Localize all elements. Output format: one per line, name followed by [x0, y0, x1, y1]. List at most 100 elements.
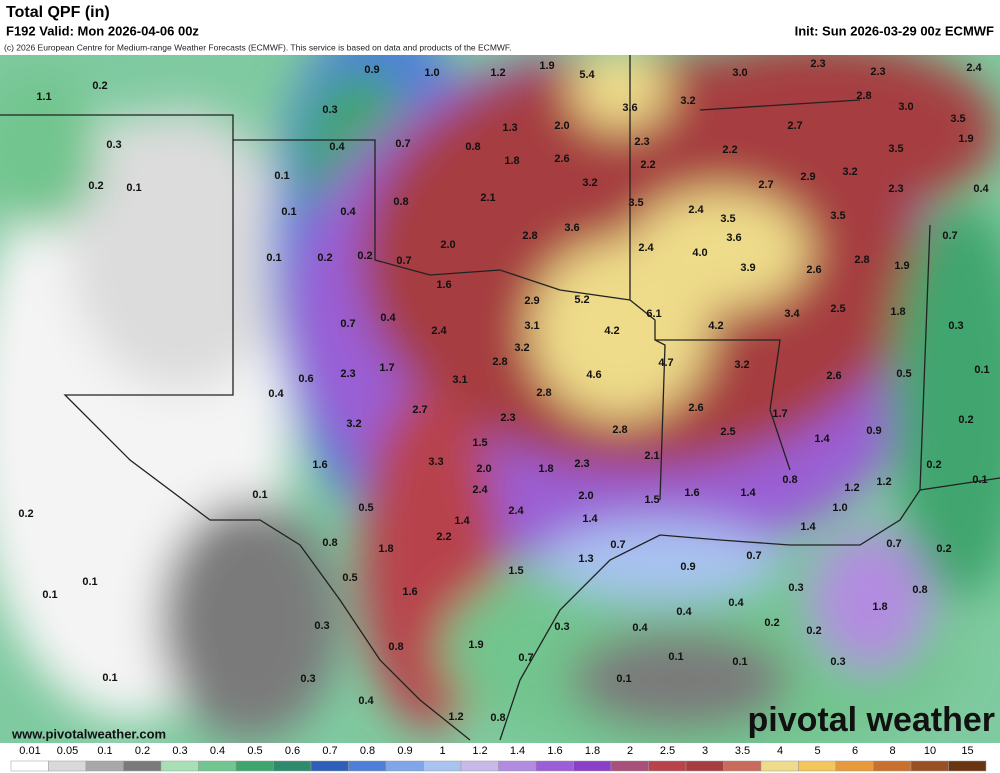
colorbar-swatch	[760, 760, 799, 772]
precip-label: 5.4	[579, 69, 595, 81]
precip-label: 3.2	[582, 177, 597, 189]
precip-label: 1.4	[800, 521, 816, 533]
colorbar-label: 1.8	[585, 745, 600, 757]
precip-label: 1.8	[538, 463, 553, 475]
colorbar-label: 1.2	[472, 745, 487, 757]
precip-label: 0.8	[465, 141, 480, 153]
colorbar-swatch	[948, 760, 987, 772]
precip-label: 0.4	[340, 206, 356, 218]
precip-label: 0.7	[340, 318, 355, 330]
precip-label: 0.8	[393, 196, 408, 208]
precip-label: 0.1	[42, 589, 57, 601]
precip-label: 0.7	[746, 550, 761, 562]
website: www.pivotalweather.com	[11, 726, 166, 741]
precip-label: 0.1	[972, 474, 987, 486]
precip-label: 0.1	[281, 206, 296, 218]
precip-label: 3.2	[346, 418, 361, 430]
title: Total QPF (in)	[6, 4, 110, 21]
precip-label: 1.1	[36, 91, 51, 103]
valid-time: F192 Valid: Mon 2026-04-06 00z	[6, 23, 199, 38]
precip-label: 0.7	[610, 539, 625, 551]
precip-label: 5.2	[574, 294, 589, 306]
colorbar-label: 8	[889, 745, 895, 757]
precip-label: 1.9	[539, 60, 554, 72]
precip-label: 2.4	[508, 505, 524, 517]
precip-label: 3.6	[726, 232, 741, 244]
precip-label: 3.5	[830, 210, 845, 222]
precip-label: 0.3	[788, 582, 803, 594]
colorbar-swatch	[310, 760, 349, 772]
colorbar-swatch	[685, 760, 724, 772]
precip-label: 6.1	[646, 308, 661, 320]
copyright: (c) 2026 European Centre for Medium-rang…	[4, 42, 512, 52]
precip-label: 2.8	[492, 356, 507, 368]
precip-label: 3.1	[452, 374, 467, 386]
precip-label: 0.2	[357, 250, 372, 262]
precip-label: 3.9	[740, 262, 755, 274]
precip-label: 2.8	[856, 90, 871, 102]
precip-label: 0.2	[92, 80, 107, 92]
colorbar-label: 0.3	[172, 745, 187, 757]
precip-label: 0.2	[936, 543, 951, 555]
precip-label: 0.5	[342, 572, 357, 584]
precip-label: 0.7	[396, 255, 411, 267]
colorbar-swatch	[610, 760, 649, 772]
label-layer: 1.1 0.2 0.9 1.0 1.2 1.9 5.4 3.6 3.2 3.0 2.3 2.3 2.4 2…	[18, 58, 989, 724]
precip-label: 2.3	[870, 66, 885, 78]
precip-label: 0.4	[728, 597, 744, 609]
precip-label: 2.4	[638, 242, 654, 254]
precip-label: 0.1	[668, 651, 683, 663]
precip-label: 1.6	[436, 279, 451, 291]
precip-label: 2.4	[688, 204, 704, 216]
precip-label: 1.8	[504, 155, 519, 167]
precip-label: 2.6	[554, 153, 569, 165]
precip-label: 0.9	[364, 64, 379, 76]
precip-label: 1.3	[502, 122, 517, 134]
colorbar-label: 0.5	[247, 745, 262, 757]
precip-label: 0.5	[896, 368, 911, 380]
precip-label: 1.4	[454, 515, 470, 527]
precip-label: 4.7	[658, 357, 673, 369]
precip-label: 3.1	[524, 320, 539, 332]
precip-label: 0.4	[358, 695, 374, 707]
precip-label: 0.1	[274, 170, 289, 182]
precip-label: 1.0	[832, 502, 847, 514]
precip-label: 4.0	[692, 247, 707, 259]
precip-label: 3.0	[898, 101, 913, 113]
precip-label: 2.2	[640, 159, 655, 171]
precip-label: 0.1	[732, 656, 747, 668]
precip-label: 2.8	[854, 254, 869, 266]
precip-label: 1.5	[508, 565, 523, 577]
precip-label: 3.5	[720, 213, 735, 225]
colorbar-label: 3	[702, 745, 708, 757]
precip-label: 1.5	[644, 494, 659, 506]
precip-label: 1.0	[424, 67, 439, 79]
precip-label: 1.7	[772, 408, 787, 420]
precip-label: 0.8	[490, 712, 505, 724]
precip-label: 0.2	[18, 508, 33, 520]
precip-label: 1.2	[844, 482, 859, 494]
precip-label: 0.1	[82, 576, 97, 588]
precip-label: 2.9	[800, 171, 815, 183]
precip-label: 2.2	[722, 144, 737, 156]
precip-label: 4.6	[586, 369, 601, 381]
precip-label: 0.4	[973, 183, 989, 195]
precip-label: 1.4	[814, 433, 830, 445]
colorbar-swatch	[235, 760, 274, 772]
precip-label: 2.4	[966, 62, 982, 74]
colorbar-swatch	[123, 760, 162, 772]
precip-label: 0.4	[632, 622, 648, 634]
precip-label: 2.3	[810, 58, 825, 70]
precip-label: 0.4	[329, 141, 345, 153]
colorbar-label: 0.1	[97, 745, 112, 757]
precip-label: 2.7	[787, 120, 802, 132]
precip-label: 2.7	[412, 404, 427, 416]
precip-label: 2.6	[826, 370, 841, 382]
precip-label: 3.2	[734, 359, 749, 371]
precip-label: 0.3	[948, 320, 963, 332]
precip-label: 2.3	[500, 412, 515, 424]
precip-label: 1.6	[402, 586, 417, 598]
colorbar-swatch	[10, 760, 49, 772]
precip-label: 3.4	[784, 308, 800, 320]
